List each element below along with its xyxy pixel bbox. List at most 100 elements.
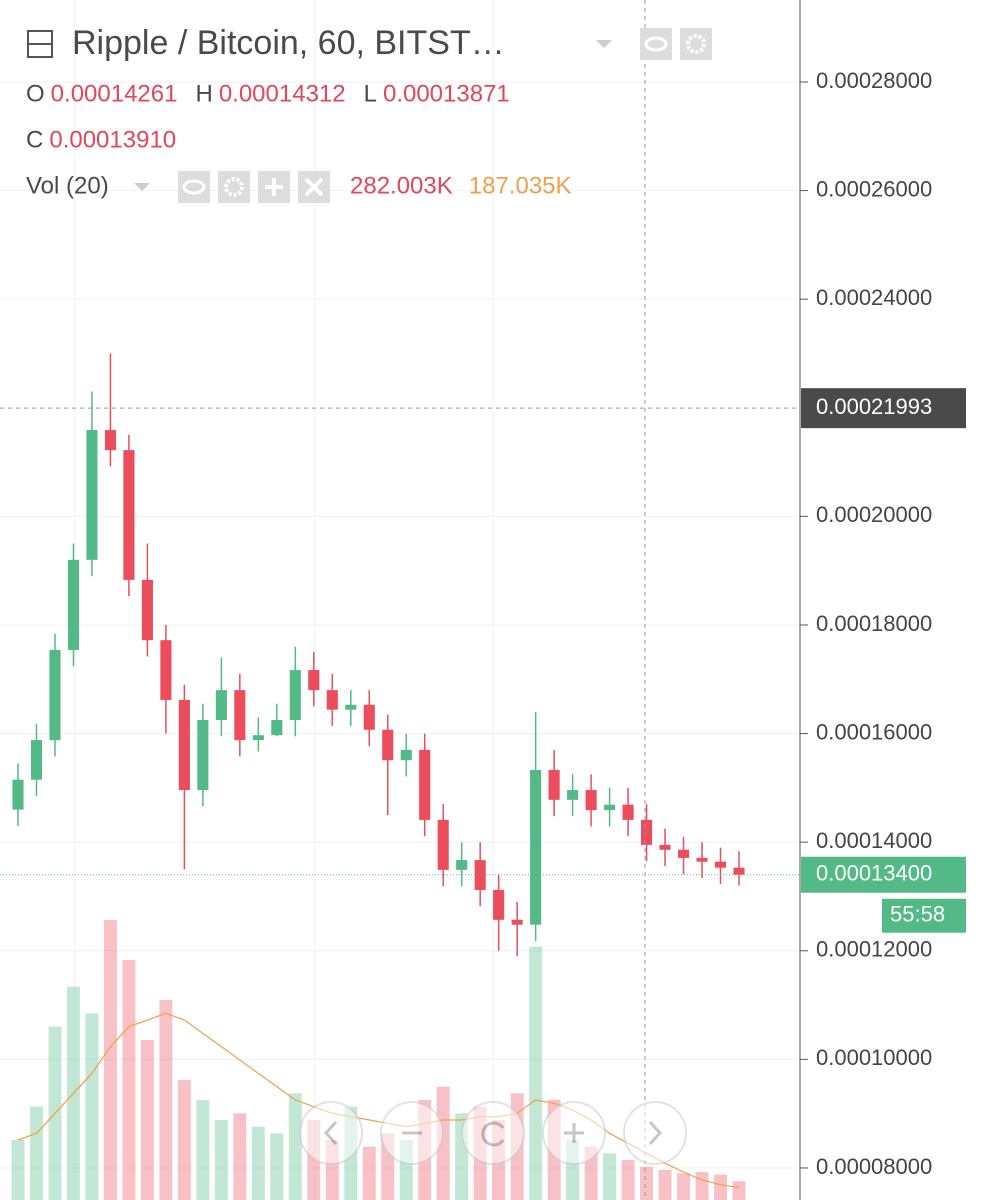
price-axis <box>801 0 987 1200</box>
volume-bar <box>177 1080 191 1200</box>
candle-body <box>641 819 653 845</box>
candle-body <box>141 579 153 641</box>
eye-icon <box>644 36 668 52</box>
candle-body <box>30 740 43 780</box>
candle-body <box>271 720 283 736</box>
candle-body <box>252 735 264 741</box>
dropdown-arrow[interactable] <box>596 40 612 48</box>
candle-body <box>493 889 505 920</box>
last-price-label: 0.00013400 <box>816 861 932 886</box>
y-tick-label: 0.00014000 <box>816 828 932 853</box>
ohlc-name: O <box>26 80 45 107</box>
countdown-box <box>882 898 966 933</box>
candle-body <box>49 649 61 741</box>
candle-body <box>160 640 172 700</box>
candle-body <box>400 749 412 761</box>
ohlc-value: 0.00014312 <box>219 80 346 107</box>
countdown-label: 55:58 <box>890 902 945 927</box>
volume-bar <box>529 946 543 1200</box>
candle-body <box>363 704 375 730</box>
volume-bar <box>640 1166 654 1200</box>
candle-body <box>234 690 246 741</box>
crosshair-price-label: 0.00021993 <box>816 394 932 419</box>
ohlc-name: C <box>26 126 43 153</box>
volume-value: 187.035K <box>469 172 572 199</box>
y-tick-label: 0.00012000 <box>816 937 932 962</box>
candle-body <box>604 804 616 811</box>
volume-ma-line <box>17 1012 740 1189</box>
reset-icon <box>481 1121 505 1147</box>
symbol-title[interactable]: Ripple / Bitcoin, 60, BITST… <box>72 24 505 62</box>
ohlc-value: 0.00014261 <box>51 80 178 107</box>
plot <box>0 81 800 1200</box>
volume-bar <box>103 920 117 1200</box>
axis: 0.00028000 0.00026000 0.00024000 0.00020000… <box>800 68 932 1179</box>
volume-bar <box>251 1126 265 1200</box>
candle-body <box>178 699 190 791</box>
volume-bar <box>30 1106 43 1200</box>
volume-bar <box>732 1181 746 1200</box>
volume-bar <box>714 1174 727 1200</box>
volume-bar <box>677 1173 691 1200</box>
candle-body <box>197 720 209 791</box>
candle-body <box>456 860 468 870</box>
candle-body <box>659 844 671 850</box>
volume-buttons <box>178 171 330 203</box>
candle-body <box>67 559 80 650</box>
plus-icon <box>564 1123 584 1143</box>
plus-icon <box>265 178 283 196</box>
volume-bar <box>658 1170 672 1200</box>
nav-buttons <box>299 1101 687 1165</box>
ohlc-name: H <box>195 80 212 107</box>
candle-body <box>696 857 708 862</box>
volume-bar <box>362 1146 376 1200</box>
candle-body <box>104 430 116 451</box>
candle-body <box>733 867 745 875</box>
chevron-right <box>648 1120 663 1146</box>
volume-bar <box>288 1093 302 1200</box>
volume-bar <box>233 1113 247 1200</box>
y-tick-label: 0.00028000 <box>816 68 932 93</box>
last-price-box <box>801 856 966 893</box>
settings-button[interactable] <box>218 171 250 203</box>
volume-readout: 282.003K 187.035K <box>350 172 572 199</box>
crosshair-price-box <box>801 388 966 429</box>
y-tick-label: 0.00010000 <box>816 1045 932 1070</box>
volume-bar <box>196 1100 210 1200</box>
y-tick-label: 0.00016000 <box>816 719 932 744</box>
candle-body <box>215 690 227 720</box>
close-icon <box>304 177 324 197</box>
y-tick-label: 0.00020000 <box>816 502 932 527</box>
volume-bar <box>695 1172 709 1200</box>
candle-body <box>382 729 394 761</box>
ohlc-readout: O 0.00014261 H 0.00014312 L 0.00013871 C 0.0001… <box>26 80 510 153</box>
volume-bar <box>85 1013 99 1200</box>
candle-body <box>585 790 597 811</box>
ohlc-value: 0.00013910 <box>49 126 176 153</box>
volume-bar <box>11 1140 25 1200</box>
candle-body <box>511 919 523 925</box>
settings-button[interactable] <box>680 28 712 60</box>
chevron-left <box>323 1120 338 1146</box>
dropdown-arrow[interactable] <box>134 183 150 191</box>
candle-body <box>567 790 579 800</box>
candle-body <box>530 769 542 925</box>
ohlc-value: 0.00013871 <box>383 80 510 107</box>
candle-body <box>437 819 449 870</box>
candle-body <box>548 769 560 800</box>
candle-body <box>345 704 357 710</box>
volume-bar <box>436 1086 450 1200</box>
ohlc-name: L <box>364 80 377 107</box>
scroll-left-button[interactable] <box>299 1101 363 1165</box>
reset-button[interactable] <box>461 1101 525 1165</box>
candle-body <box>714 861 727 868</box>
volume-name: Vol (20) <box>26 172 109 199</box>
scroll-right-button[interactable] <box>623 1101 687 1165</box>
candle-body <box>308 670 320 691</box>
gear-icon <box>686 34 706 54</box>
candle-body <box>12 779 24 810</box>
y-tick-label: 0.00026000 <box>816 176 932 201</box>
gear-icon <box>224 177 244 197</box>
eye-icon <box>182 179 206 195</box>
